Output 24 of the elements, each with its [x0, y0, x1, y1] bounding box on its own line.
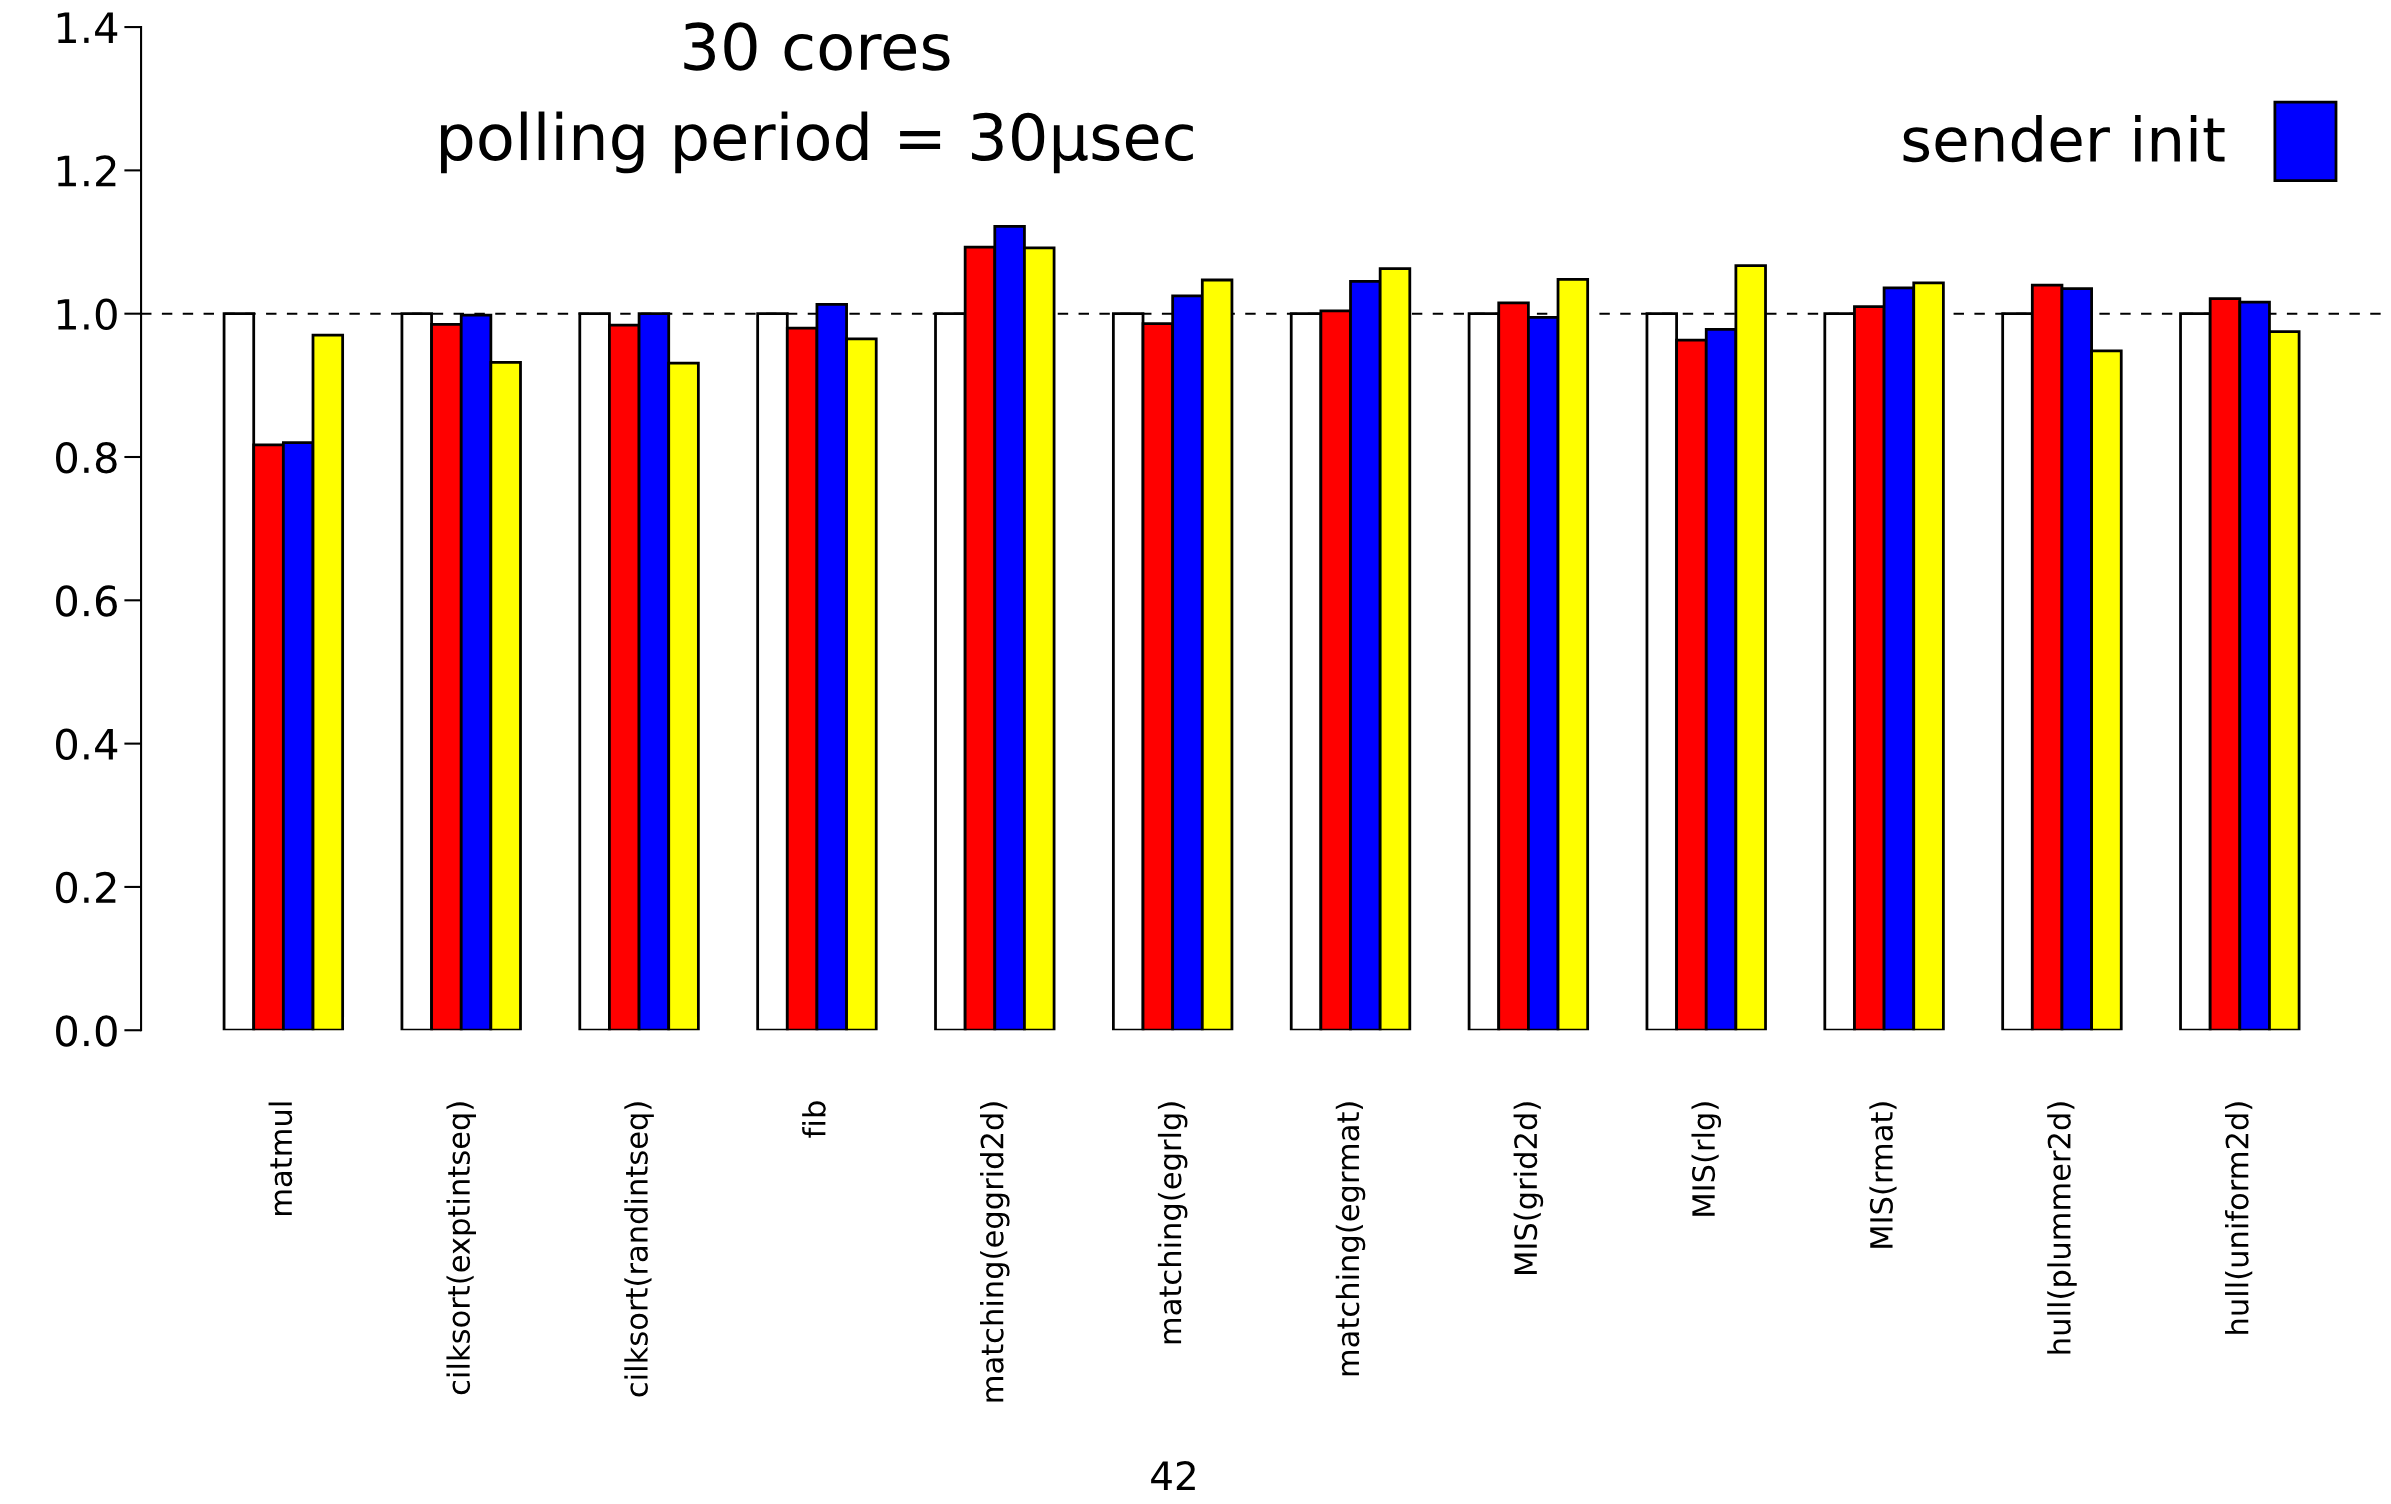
y-tick-label: 0.8 [56, 441, 117, 474]
chart-title: 30 cores [684, 22, 950, 71]
x-tick-label: matching(egrmat) [1335, 1102, 1366, 1376]
x-tick-label: cilksort(exptintseq) [446, 1102, 476, 1395]
x-tick-label: matching(eggrid2d) [980, 1102, 1010, 1402]
x-tick-label: cilksort(randintseq) [624, 1102, 654, 1397]
y-tick-label: 0.0 [56, 1015, 117, 1047]
x-tick-label: matching(egrlg) [1157, 1102, 1188, 1344]
x-tick-label: MIS(grid2d) [1513, 1102, 1544, 1274]
text: 42 [1151, 1461, 1195, 1490]
x-tick-label: MIS(rmat) [1869, 1102, 1897, 1248]
x-tick-label: hull(uniform2d) [2225, 1102, 2253, 1334]
x-tick-label: hull(plummer2d) [2047, 1102, 2077, 1354]
y-tick-label: 0.2 [56, 871, 116, 904]
text: polling period = 30μsec [441, 111, 1193, 174]
legend-label: sender init [1903, 114, 2225, 163]
x-tick-label: fib [802, 1101, 826, 1138]
x-tick-label: MIS(rlg) [1691, 1102, 1722, 1216]
x-tick-label: matmul [268, 1102, 293, 1215]
y-tick-label: 1.4 [57, 12, 118, 43]
y-tick-label: 0.6 [56, 585, 117, 617]
y-tick-label: 1.0 [57, 298, 117, 331]
y-tick-label: 0.4 [56, 728, 118, 761]
y-tick-label: 1.2 [57, 155, 116, 187]
